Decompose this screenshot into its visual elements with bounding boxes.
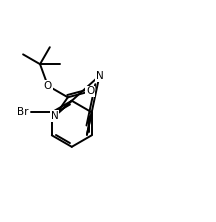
Text: Br: Br: [17, 107, 29, 117]
Text: N: N: [95, 71, 103, 81]
Text: N: N: [51, 111, 59, 121]
Text: O: O: [86, 86, 94, 96]
Text: O: O: [44, 81, 52, 91]
